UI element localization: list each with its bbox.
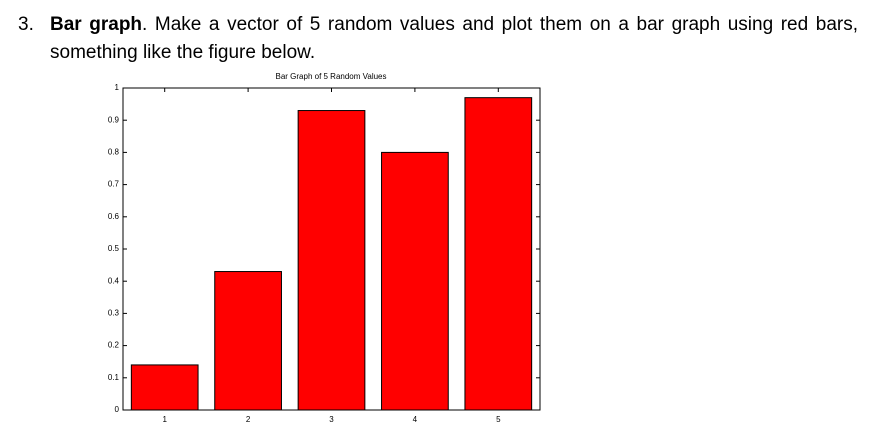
y-tick-label: 0.5 [108, 244, 120, 253]
instruction-line: something like the figure below. [50, 42, 316, 63]
y-tick-label: 0.6 [108, 212, 120, 221]
item-number: 3. [18, 14, 34, 35]
x-tick-label: 5 [496, 415, 501, 424]
instruction-line: Bar graph. Make a vector of 5 random val… [50, 14, 858, 36]
chart-title: Bar Graph of 5 Random Values [275, 72, 386, 81]
instruction-text: . Make a vector of 5 random values and p… [142, 14, 859, 35]
y-tick-label: 0.1 [108, 373, 120, 382]
y-tick-label: 0.2 [108, 341, 120, 350]
bar [214, 271, 282, 411]
bar [130, 364, 199, 411]
y-tick-label: 0.4 [108, 276, 120, 285]
bar [464, 97, 533, 411]
y-tick-label: 0.3 [108, 309, 120, 318]
heading: Bar graph [50, 14, 143, 35]
y-tick-label: 1 [115, 83, 120, 92]
x-tick-label: 4 [413, 415, 418, 424]
y-tick-label: 0.8 [108, 148, 120, 157]
x-tick-label: 1 [162, 415, 167, 424]
y-tick-label: 0.7 [108, 180, 120, 189]
y-tick-label: 0 [115, 405, 120, 414]
bar [297, 110, 366, 411]
y-tick-label: 0.9 [108, 115, 120, 124]
x-tick-label: 2 [246, 415, 251, 424]
bar [381, 151, 449, 411]
x-tick-label: 3 [329, 415, 334, 424]
